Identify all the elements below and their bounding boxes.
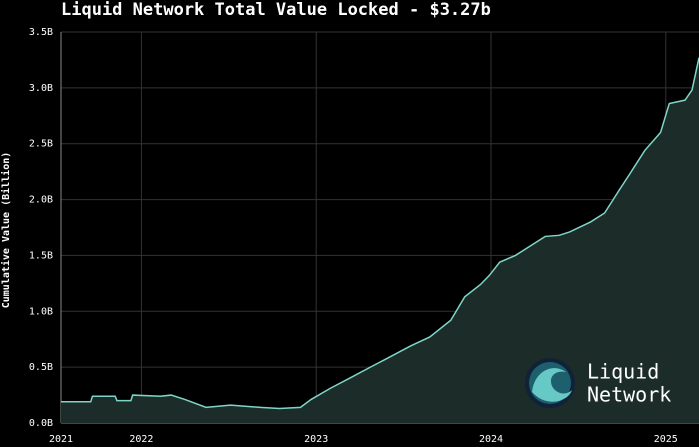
y-tick-label: 2.0B — [29, 195, 53, 206]
y-tick-label: 0.0B — [29, 418, 53, 429]
x-tick-label: 2025 — [654, 434, 678, 445]
y-tick-label: 2.5B — [29, 139, 53, 150]
line — [61, 57, 699, 410]
chart-title: Liquid Network Total Value Locked - $3.2… — [61, 0, 491, 20]
x-tick-label: 2023 — [304, 434, 328, 445]
y-axis-label: Cumulative Value (Billion) — [0, 152, 12, 309]
logo-wave — [532, 368, 572, 402]
x-tick-label: 2021 — [49, 434, 73, 445]
x-tick-label: 2024 — [479, 434, 503, 445]
area — [61, 57, 699, 424]
y-tick-label: 1.5B — [29, 250, 53, 261]
y-tick-label: 3.5B — [29, 27, 53, 38]
logo — [525, 358, 575, 408]
y-tick-label: 0.5B — [29, 362, 53, 373]
x-tick-label: 2022 — [129, 434, 153, 445]
y-tick-label: 3.0B — [29, 83, 53, 94]
logo-text: Liquid — [587, 360, 659, 384]
logo-text: Network — [587, 383, 671, 407]
y-tick-label: 1.0B — [29, 306, 53, 317]
